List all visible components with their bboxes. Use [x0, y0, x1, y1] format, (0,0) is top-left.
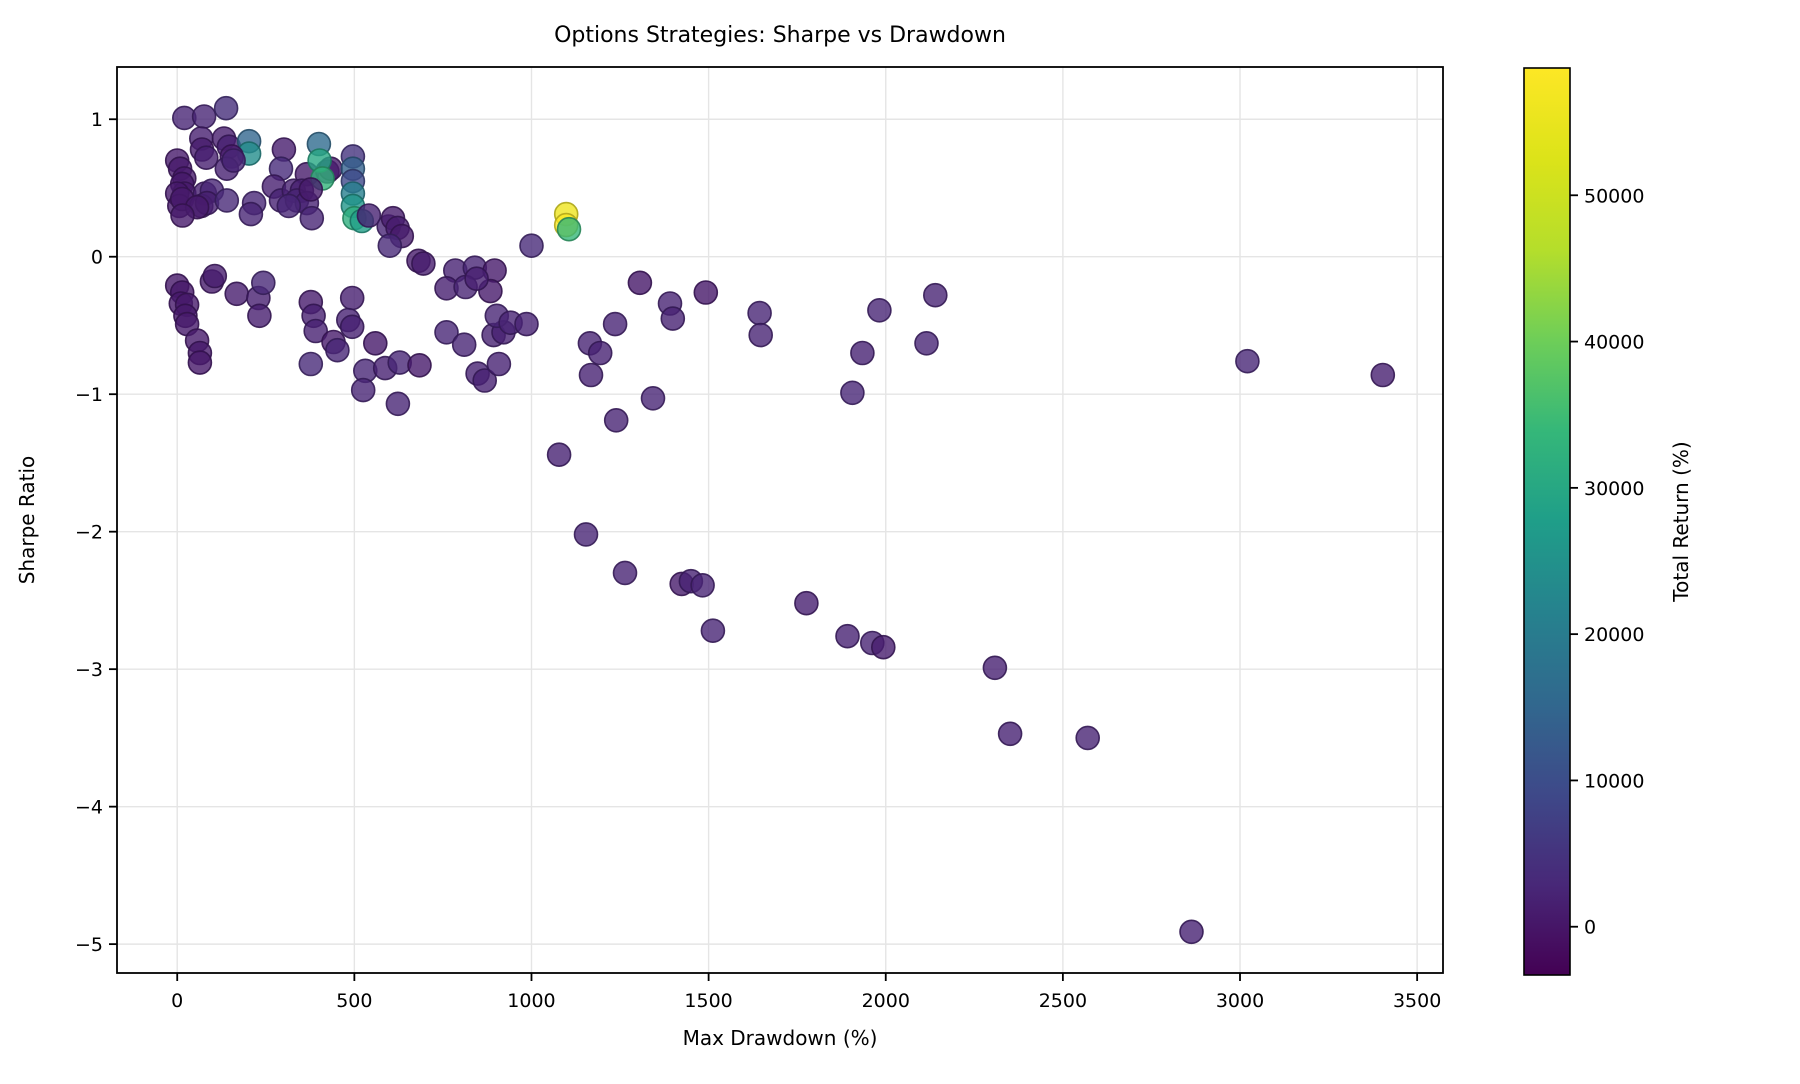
- scatter-point: [472, 368, 498, 393]
- scatter-point: [835, 623, 860, 649]
- y-tick-label: −1: [75, 384, 103, 406]
- scatter-point: [385, 391, 411, 417]
- scatter-point: [276, 193, 302, 219]
- scatter-point: [299, 205, 325, 231]
- scatter-point: [339, 285, 365, 311]
- plot-border: [116, 66, 1444, 974]
- x-tick-label: 3500: [1393, 990, 1441, 1012]
- scatter-point: [840, 380, 865, 406]
- scatter-point: [627, 270, 653, 296]
- scatter-point: [224, 281, 249, 307]
- scatter-point: [1370, 362, 1396, 388]
- scatter-point: [612, 560, 638, 586]
- scatter-point: [914, 330, 939, 356]
- colorbar-tick-label: 20000: [1584, 624, 1644, 646]
- colorbar-gradient: [1523, 67, 1571, 976]
- scatter-point: [250, 270, 276, 296]
- scatter-point: [982, 655, 1008, 681]
- scatter-point: [411, 251, 436, 276]
- x-axis: 0 500 1000 1500 2000 2500 3000 3500: [171, 973, 1441, 1012]
- scatter-point: [486, 351, 512, 377]
- colorbar-tick-label: 50000: [1584, 185, 1644, 207]
- scatter-point: [221, 148, 246, 173]
- scatter-point: [187, 350, 213, 375]
- y-axis: 1 0 −1 −2 −3 −4 −5: [75, 109, 117, 956]
- y-tick-label: 1: [91, 109, 103, 131]
- scatter-point: [573, 522, 599, 547]
- y-axis-label: Sharpe Ratio: [15, 456, 39, 585]
- scatter-point: [362, 330, 388, 356]
- scatter-point: [587, 340, 613, 366]
- scatter-point: [213, 95, 239, 121]
- scatter-point: [693, 280, 719, 305]
- scatter-point: [407, 352, 432, 378]
- scatter-point: [170, 203, 195, 228]
- x-tick-label: 1500: [684, 990, 732, 1012]
- x-tick-label: 0: [171, 990, 183, 1012]
- colorbar: 0 10000 20000 30000 40000 50000 Total Return (…: [1523, 67, 1693, 976]
- scatter-point: [747, 300, 772, 326]
- y-tick-label: 0: [91, 247, 103, 269]
- y-tick-label: −2: [75, 522, 103, 544]
- x-tick-label: 1000: [507, 990, 555, 1012]
- scatter-point: [1179, 919, 1204, 945]
- scatter-point: [194, 145, 219, 170]
- x-axis-label: Max Drawdown (%): [683, 1026, 878, 1050]
- colorbar-tick-label: 30000: [1584, 478, 1644, 500]
- scatter-point: [464, 266, 489, 292]
- scatter-point: [519, 233, 544, 258]
- scatter-point: [514, 311, 539, 337]
- scatter-point: [700, 618, 726, 644]
- scatter-point: [867, 297, 892, 323]
- scatter-point: [434, 319, 459, 345]
- scatter-point: [640, 385, 666, 411]
- scatter-point: [850, 340, 875, 366]
- scatter-point: [690, 572, 715, 598]
- colorbar-tick-label: 40000: [1584, 332, 1644, 354]
- scatter-point: [202, 263, 228, 289]
- scatter-point: [578, 362, 604, 388]
- chart-title: Options Strategies: Sharpe vs Drawdown: [554, 23, 1006, 48]
- scatter-point: [350, 377, 376, 403]
- scatter-point: [303, 318, 329, 344]
- y-tick-label: −4: [75, 797, 103, 819]
- scatter-point: [997, 721, 1023, 747]
- scatter-point: [451, 332, 477, 358]
- scatter-point: [922, 282, 948, 308]
- scatter-point: [356, 203, 382, 228]
- x-tick-label: 3000: [1216, 990, 1264, 1012]
- y-tick-label: −5: [75, 934, 103, 956]
- x-tick-label: 500: [336, 990, 372, 1012]
- colorbar-label: Total Return (%): [1669, 441, 1693, 602]
- scatter-point: [748, 322, 774, 348]
- colorbar-tick-label: 0: [1584, 917, 1596, 939]
- grid: [117, 67, 1443, 973]
- scatter-point: [298, 351, 324, 377]
- scatter-point: [214, 188, 240, 213]
- scatter-point: [339, 314, 365, 340]
- scatter-point: [325, 337, 350, 363]
- scatter-point: [660, 306, 686, 331]
- scatter-point: [546, 442, 572, 468]
- x-tick-label: 2500: [1039, 990, 1087, 1012]
- scatter-point: [1075, 725, 1100, 751]
- y-tick-label: −3: [75, 659, 103, 681]
- scatter-point: [870, 634, 896, 660]
- colorbar-tick-label: 10000: [1584, 770, 1644, 792]
- scatter-point: [238, 201, 264, 227]
- scatter-point: [794, 590, 819, 616]
- scatter-point: [247, 303, 272, 329]
- scatter-points: [164, 95, 1396, 945]
- x-tick-label: 2000: [862, 990, 910, 1012]
- scatter-point: [191, 104, 217, 129]
- scatter-point: [603, 407, 629, 433]
- scatter-point: [1235, 348, 1260, 374]
- scatter-point: [556, 216, 582, 242]
- scatter-point: [298, 177, 324, 202]
- scatter-point: [602, 311, 628, 337]
- scatter-point: [377, 233, 403, 258]
